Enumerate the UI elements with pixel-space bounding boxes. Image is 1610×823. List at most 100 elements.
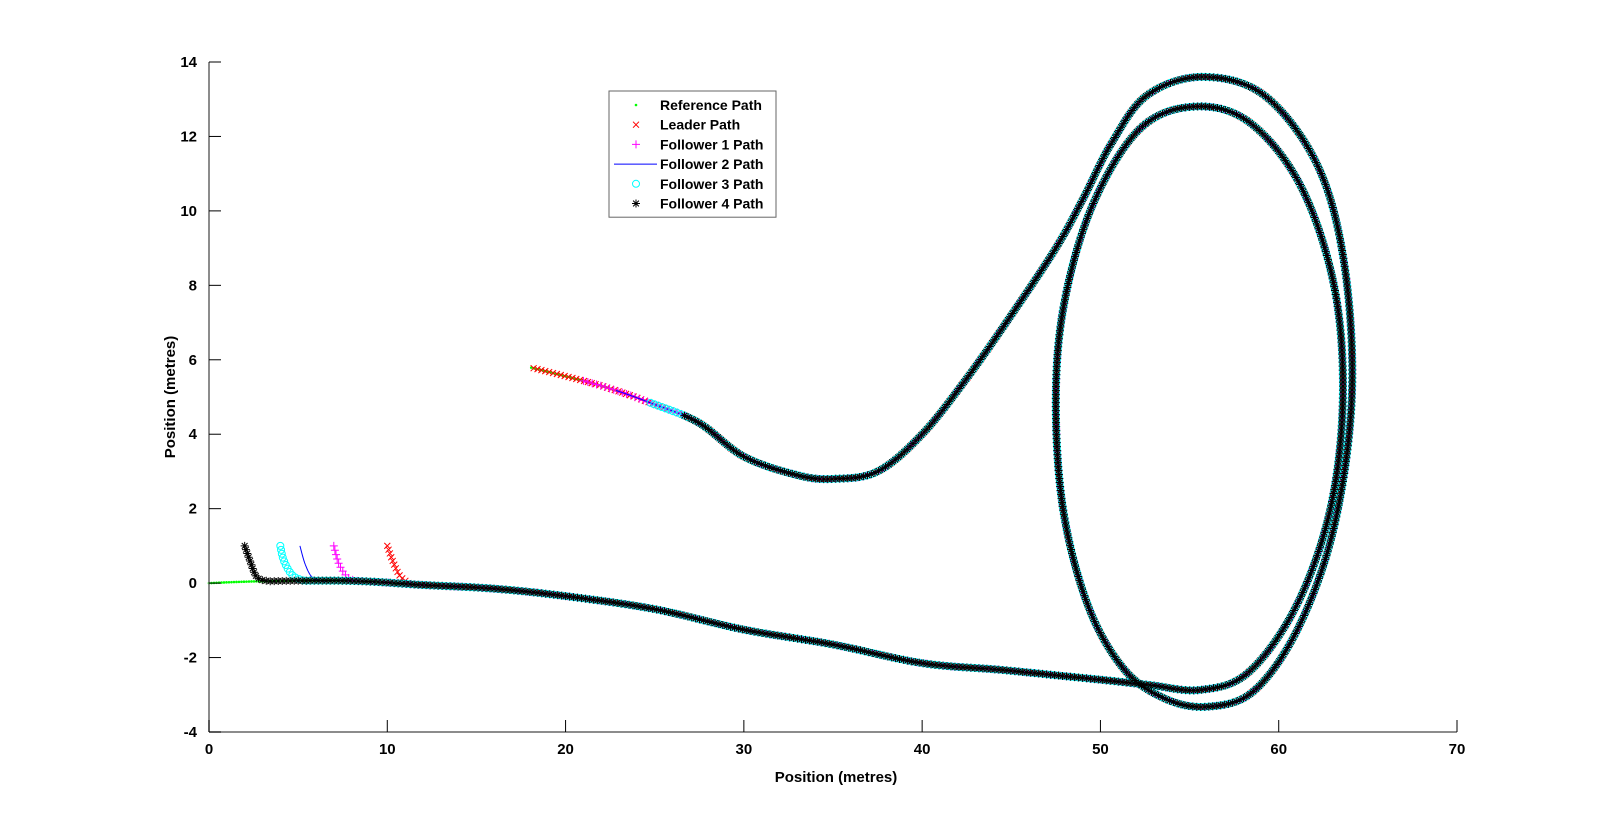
data-point bbox=[621, 600, 630, 609]
data-point bbox=[887, 653, 896, 662]
data-point bbox=[891, 654, 900, 663]
data-point bbox=[664, 607, 673, 616]
data-point bbox=[1304, 573, 1313, 582]
data-point bbox=[1309, 209, 1318, 218]
data-point bbox=[1072, 248, 1081, 257]
data-point bbox=[235, 580, 238, 584]
data-point bbox=[601, 597, 610, 606]
data-point bbox=[240, 541, 249, 550]
data-point bbox=[1181, 103, 1190, 112]
data-point bbox=[557, 591, 566, 600]
data-point bbox=[1201, 685, 1210, 694]
data-point bbox=[336, 563, 345, 572]
data-point bbox=[613, 598, 622, 607]
data-point bbox=[825, 639, 834, 648]
data-point bbox=[1115, 150, 1124, 159]
data-point bbox=[1228, 678, 1237, 687]
data-point bbox=[656, 606, 665, 615]
data-point bbox=[879, 651, 888, 660]
data-point bbox=[1332, 469, 1341, 478]
data-point bbox=[1273, 633, 1282, 642]
data-point bbox=[241, 545, 250, 554]
data-point bbox=[1087, 203, 1096, 212]
data-point bbox=[1295, 595, 1304, 604]
data-point bbox=[1109, 160, 1118, 169]
data-point bbox=[390, 561, 398, 568]
data-point bbox=[1239, 114, 1248, 123]
data-point bbox=[1081, 218, 1090, 227]
data-point bbox=[306, 576, 315, 585]
data-point bbox=[805, 636, 814, 645]
data-point bbox=[1288, 610, 1297, 619]
data-point bbox=[1224, 680, 1233, 689]
data-point bbox=[394, 568, 401, 576]
data-point bbox=[298, 576, 307, 585]
data-point bbox=[1315, 228, 1324, 237]
data-point bbox=[1101, 174, 1110, 183]
data-point bbox=[278, 553, 287, 562]
series-line bbox=[299, 76, 1353, 708]
data-point bbox=[1067, 263, 1076, 272]
data-point bbox=[1299, 187, 1308, 196]
data-point bbox=[280, 557, 289, 566]
data-point bbox=[628, 601, 637, 610]
data-point bbox=[314, 576, 323, 585]
data-point bbox=[609, 598, 618, 607]
data-point bbox=[1330, 485, 1339, 494]
data-point bbox=[1122, 140, 1131, 149]
data-point bbox=[1079, 225, 1088, 234]
data-point bbox=[636, 602, 645, 611]
data-point bbox=[247, 580, 251, 583]
data-point bbox=[801, 635, 810, 644]
data-point bbox=[569, 593, 578, 602]
data-point bbox=[660, 607, 669, 616]
data-point bbox=[1318, 536, 1327, 545]
data-point bbox=[672, 408, 681, 417]
data-point bbox=[1277, 627, 1286, 636]
data-point bbox=[789, 633, 798, 642]
data-point bbox=[1065, 275, 1074, 284]
data-point bbox=[750, 627, 759, 636]
data-point bbox=[1298, 588, 1307, 597]
data-point bbox=[541, 367, 549, 375]
data-point bbox=[225, 581, 228, 584]
data-point bbox=[1235, 674, 1244, 683]
data-point bbox=[657, 403, 666, 412]
data-point bbox=[1275, 630, 1284, 639]
data-point bbox=[872, 649, 881, 658]
data-point bbox=[1316, 539, 1325, 548]
data-point bbox=[691, 614, 700, 623]
data-point bbox=[726, 622, 735, 631]
data-point bbox=[1282, 620, 1291, 629]
data-point bbox=[240, 580, 243, 584]
data-point bbox=[646, 398, 655, 407]
data-point bbox=[1323, 516, 1332, 525]
data-point bbox=[597, 596, 606, 605]
data-point bbox=[919, 659, 928, 668]
data-point bbox=[331, 550, 340, 559]
data-point bbox=[1320, 528, 1329, 537]
data-point bbox=[1303, 577, 1312, 586]
data-point bbox=[1324, 259, 1333, 268]
data-point bbox=[1162, 108, 1171, 117]
data-point bbox=[596, 381, 605, 390]
data-point bbox=[1213, 104, 1222, 113]
data-point bbox=[310, 576, 319, 585]
data-point bbox=[549, 369, 557, 377]
data-point bbox=[672, 609, 681, 618]
data-point bbox=[276, 541, 285, 550]
data-point bbox=[793, 634, 802, 643]
data-point bbox=[1333, 302, 1342, 311]
data-point bbox=[609, 385, 618, 394]
data-point bbox=[1332, 473, 1341, 482]
data-point bbox=[1330, 481, 1339, 490]
data-point bbox=[695, 615, 704, 624]
data-point bbox=[875, 650, 884, 659]
data-point bbox=[334, 559, 343, 568]
data-point bbox=[1328, 493, 1337, 502]
data-point bbox=[652, 605, 661, 614]
data-point bbox=[1205, 684, 1214, 693]
data-point bbox=[243, 549, 252, 558]
data-point bbox=[1313, 551, 1322, 560]
data-point bbox=[797, 635, 806, 644]
